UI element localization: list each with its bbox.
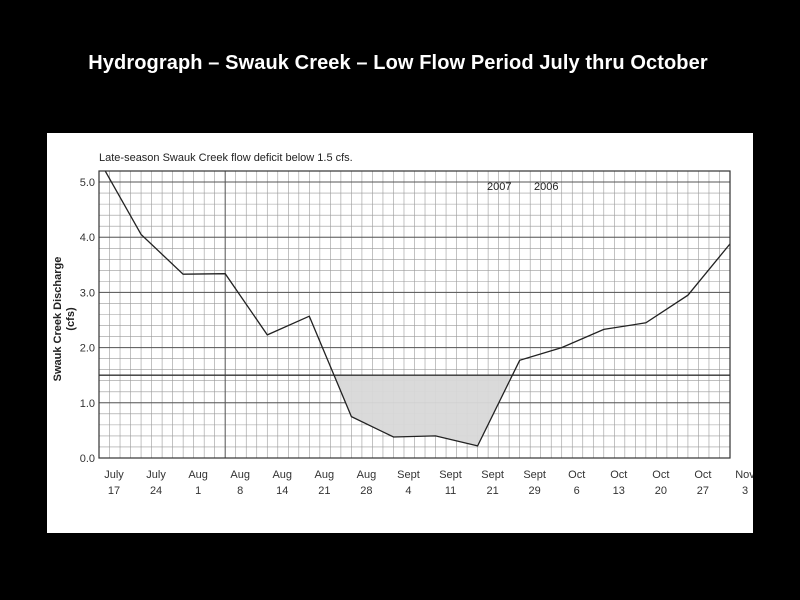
y-tick-label: 1.0 (80, 398, 95, 410)
x-tick-label-day: 11 (445, 485, 456, 497)
deficit-area (334, 375, 513, 446)
x-tick-label-day: 29 (529, 485, 541, 497)
x-tick-label-month: Aug (357, 469, 377, 481)
y-tick-label: 0.0 (80, 453, 95, 465)
x-tick-label-month: Sept (439, 469, 462, 481)
y-tick-label: 5.0 (80, 177, 95, 189)
x-tick-label-month: Oct (694, 469, 711, 481)
x-tick-label-day: 21 (486, 485, 498, 497)
x-tick-label-month: Oct (568, 469, 585, 481)
y-axis-title-line1: Swauk Creek Discharge (52, 257, 64, 382)
x-tick-label-month: Aug (188, 469, 208, 481)
x-tick-label-month: Oct (610, 469, 627, 481)
x-tick-label-month: Sept (397, 469, 420, 481)
y-axis-title-line2: (cfs) (65, 307, 77, 331)
series-group (104, 171, 730, 447)
x-tick-label-month: Aug (315, 469, 335, 481)
x-tick-label-month: Aug (272, 469, 292, 481)
x-tick-label-month: Sept (481, 469, 504, 481)
x-tick-label-day: 27 (697, 485, 709, 497)
chart-panel: 0.0 1.0 2.0 3.0 4.0 5.0 July 17 July 24 Aug 1 Aug 8 A… (47, 133, 753, 533)
plot-frame (98, 170, 731, 459)
y-tick-label: 2.0 (80, 343, 95, 355)
x-tick-labels: July 17 July 24 Aug 1 Aug 8 Aug 14 Aug 21 Aug 28 Sept 4… (104, 469, 753, 497)
x-tick-label-month: Nov (735, 469, 753, 481)
x-tick-label-day: 3 (742, 485, 748, 497)
y-axis-title: Swauk Creek Discharge (cfs) (52, 257, 77, 382)
x-tick-label-day: 1 (195, 485, 201, 497)
x-tick-label-day: 4 (405, 485, 411, 497)
y-tick-labels: 0.0 1.0 2.0 3.0 4.0 5.0 (80, 177, 95, 465)
plot-border (98, 170, 731, 459)
x-tick-label-day: 21 (318, 485, 330, 497)
x-tick-label-day: 6 (574, 485, 580, 497)
x-tick-label-month: July (146, 469, 166, 481)
y-tick-label: 4.0 (80, 232, 95, 244)
x-tick-label-day: 20 (655, 485, 667, 497)
year-label-2006: 2006 (534, 181, 558, 193)
discharge-line (104, 171, 730, 447)
x-tick-label-day: 28 (360, 485, 372, 497)
x-tick-label-day: 24 (150, 485, 162, 497)
deficit-fill (334, 375, 513, 446)
x-tick-label-day: 8 (237, 485, 243, 497)
x-tick-label-day: 13 (613, 485, 625, 497)
x-tick-label-day: 14 (276, 485, 288, 497)
x-tick-label-month: Oct (652, 469, 669, 481)
x-tick-label-month: July (104, 469, 124, 481)
x-tick-label-day: 17 (108, 485, 120, 497)
slide-title: Hydrograph – Swauk Creek – Low Flow Peri… (88, 52, 708, 74)
y-tick-label: 3.0 (80, 287, 95, 299)
year-label-2007: 2007 (487, 181, 511, 193)
chart-title: Late-season Swauk Creek flow deficit bel… (99, 152, 353, 164)
x-tick-label-month: Aug (230, 469, 250, 481)
x-tick-label-month: Sept (523, 469, 546, 481)
hydrograph-chart: 0.0 1.0 2.0 3.0 4.0 5.0 July 17 July 24 Aug 1 Aug 8 A… (52, 152, 753, 497)
